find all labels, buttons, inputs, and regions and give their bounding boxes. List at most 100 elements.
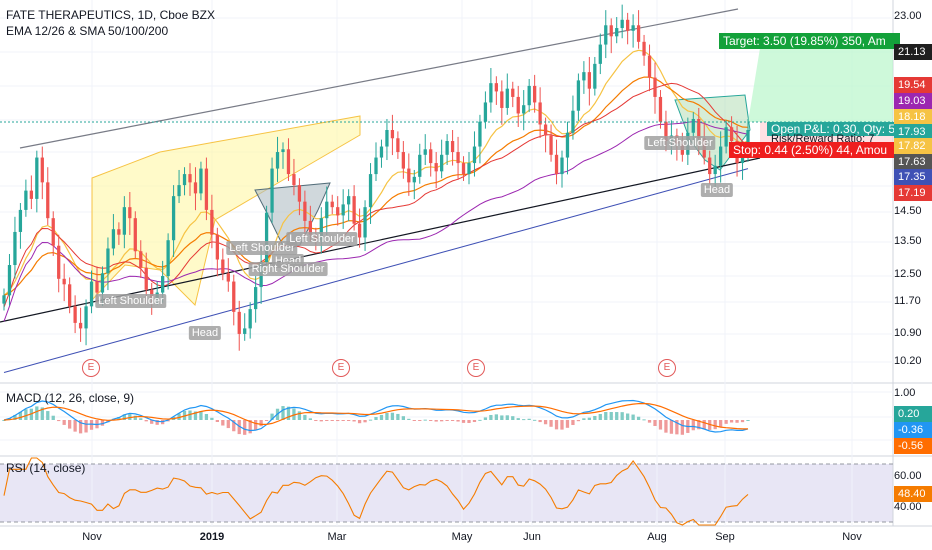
macd-histogram-bar bbox=[215, 420, 219, 423]
macd-histogram-bar bbox=[297, 411, 302, 420]
candle-body bbox=[664, 121, 668, 142]
macd-histogram-bar bbox=[363, 420, 367, 423]
candle-body bbox=[450, 141, 455, 153]
ema26-line bbox=[3, 76, 749, 296]
candle-body bbox=[543, 124, 548, 136]
candle-body bbox=[297, 185, 302, 202]
rsi-pane bbox=[3, 457, 749, 526]
candle-body bbox=[357, 223, 362, 238]
macd-histogram-bar bbox=[292, 408, 296, 420]
macd-badge-line: -0.36 bbox=[894, 422, 932, 438]
candle-body bbox=[697, 118, 701, 139]
earnings-marker[interactable]: E bbox=[658, 359, 676, 377]
candle-body bbox=[2, 295, 6, 304]
macd-histogram-bar bbox=[587, 417, 591, 420]
macd-histogram-bar bbox=[516, 418, 520, 420]
candle-body bbox=[396, 138, 400, 153]
candle-body bbox=[434, 163, 438, 172]
macd-histogram-bar bbox=[664, 420, 668, 433]
candle-body bbox=[587, 72, 591, 89]
macd-histogram-bar bbox=[445, 420, 449, 421]
candle-body bbox=[330, 201, 334, 208]
price-badge-last: 17.93 bbox=[894, 124, 932, 140]
candle-body bbox=[478, 121, 482, 147]
macd-histogram-bar bbox=[286, 406, 291, 420]
rsi-title[interactable]: RSI (14, close) bbox=[6, 461, 86, 475]
macd-histogram-bar bbox=[483, 417, 488, 420]
candle-body bbox=[604, 25, 608, 45]
candle-body bbox=[18, 209, 23, 232]
candle-body bbox=[429, 149, 433, 164]
candle-body bbox=[264, 212, 269, 263]
macd-histogram-bar bbox=[325, 420, 329, 421]
macd-histogram-bar bbox=[46, 411, 50, 420]
macd-histogram-bar bbox=[609, 411, 613, 420]
candle-body bbox=[615, 28, 619, 37]
candle-body bbox=[461, 163, 466, 175]
macd-histogram-bar bbox=[264, 420, 269, 421]
candle-body bbox=[73, 306, 77, 323]
macd-histogram-bar bbox=[259, 420, 263, 427]
macd-histogram-bar bbox=[412, 420, 416, 421]
macd-histogram-bar bbox=[117, 416, 121, 420]
macd-histogram-bar bbox=[78, 420, 83, 434]
candle-body bbox=[500, 91, 504, 108]
macd-histogram-bar bbox=[407, 418, 411, 420]
price-tick: 10.90 bbox=[894, 327, 922, 339]
pattern-label: Left Shoulder bbox=[226, 241, 298, 255]
macd-histogram-bar bbox=[374, 417, 378, 420]
candle-body bbox=[636, 25, 641, 42]
candle-body bbox=[740, 154, 745, 164]
target-zone bbox=[760, 48, 893, 122]
macd-histogram-bar bbox=[314, 420, 318, 422]
rsi-line bbox=[3, 457, 749, 526]
macd-histogram-bar bbox=[467, 420, 471, 424]
open-pl-label[interactable]: Open P&L: 0.30, Qty: 5 bbox=[767, 122, 900, 136]
candle-body bbox=[319, 218, 323, 241]
candle-body bbox=[308, 220, 312, 235]
earnings-marker[interactable]: E bbox=[467, 359, 485, 377]
macd-histogram-bar bbox=[489, 414, 493, 420]
candle-body bbox=[275, 152, 280, 169]
macd-histogram-bar bbox=[593, 415, 597, 420]
price-badge-sma50: 19.54 bbox=[894, 77, 932, 93]
stop-label[interactable]: Stop: 0.44 (2.50%) 44, Amou bbox=[729, 142, 900, 158]
macd-histogram-bar bbox=[565, 420, 570, 428]
macd-title[interactable]: MACD (12, 26, close, 9) bbox=[6, 391, 135, 405]
indicator-legend[interactable]: EMA 12/26 & SMA 50/100/200 bbox=[6, 24, 169, 38]
macd-histogram-bar bbox=[84, 420, 88, 433]
price-badge-stop: 17.19 bbox=[894, 185, 932, 201]
macd-histogram-bar bbox=[746, 419, 750, 421]
macd-histogram-bar bbox=[456, 420, 460, 422]
pattern-label: Right Shoulder bbox=[248, 262, 328, 276]
target-label[interactable]: Target: 3.50 (19.85%) 350, Am bbox=[719, 33, 900, 49]
macd-histogram-bar bbox=[669, 420, 674, 434]
macd-histogram-bar bbox=[626, 413, 630, 420]
sma200-line bbox=[3, 168, 749, 373]
candle-body bbox=[653, 77, 657, 97]
rsi-tick: 60.00 bbox=[894, 470, 922, 482]
macd-histogram-bar bbox=[357, 420, 362, 424]
macd-histogram-bar bbox=[697, 420, 701, 430]
pattern-label: Head bbox=[700, 183, 734, 197]
candle-body bbox=[248, 309, 252, 329]
candle-body bbox=[150, 289, 154, 299]
macd-histogram-bar bbox=[429, 420, 433, 421]
earnings-marker[interactable]: E bbox=[82, 359, 100, 377]
price-badge-sma100: 19.03 bbox=[894, 93, 932, 109]
macd-badge-signal: -0.56 bbox=[894, 438, 932, 454]
candle-body bbox=[182, 174, 187, 186]
candle-body bbox=[133, 218, 137, 252]
candle-body bbox=[527, 85, 531, 106]
macd-badge-hist: 0.20 bbox=[894, 406, 932, 422]
chart-title[interactable]: FATE THERAPEUTICS, 1D, Cboe BZX bbox=[6, 8, 215, 22]
macd-histogram-bar bbox=[128, 413, 132, 420]
candle-body bbox=[117, 229, 121, 235]
candle-body bbox=[511, 88, 515, 97]
candle-body bbox=[144, 267, 148, 290]
earnings-marker[interactable]: E bbox=[332, 359, 350, 377]
macd-histogram-bar bbox=[719, 420, 723, 427]
macd-histogram-bar bbox=[740, 420, 745, 423]
macd-histogram-bar bbox=[270, 413, 274, 420]
candle-body bbox=[161, 276, 165, 293]
